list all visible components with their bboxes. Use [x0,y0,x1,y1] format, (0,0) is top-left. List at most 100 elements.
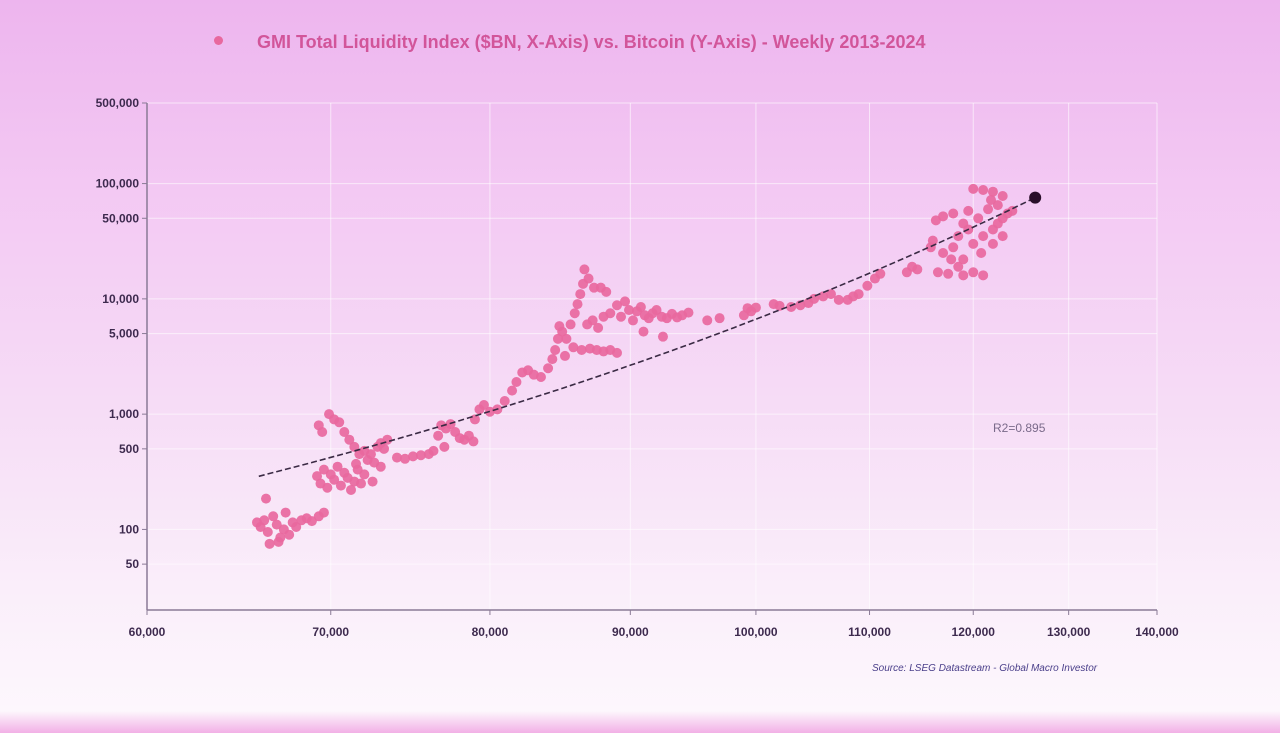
data-point [559,350,570,361]
data-point [569,308,580,319]
data-point [428,445,439,456]
x-tick-label: 100,000 [734,625,778,639]
data-point [339,426,350,437]
data-point [973,213,984,224]
data-point [280,507,291,518]
y-tick-label: 5,000 [109,327,139,341]
data-point [968,238,979,249]
data-point [983,204,994,215]
data-point [958,270,969,281]
data-point [356,478,367,489]
y-tick-label: 100,000 [96,177,140,191]
x-tick-label: 70,000 [312,625,349,639]
data-point [912,264,923,275]
data-point [927,235,938,246]
data-point [635,301,646,312]
x-tick-label: 120,000 [952,625,996,639]
data-point [262,526,273,537]
data-point [683,307,694,318]
y-tick-label: 500,000 [96,96,140,110]
x-tick-label: 140,000 [1135,625,1179,639]
data-point [344,434,355,445]
data-point [657,331,668,342]
data-point [853,289,864,300]
data-point [948,208,959,219]
data-point [987,238,998,249]
data-point [750,302,761,313]
axes: 60,000 70,000 80,000 90,000 100,000 110,000 12… [96,96,1179,639]
data-point [552,333,563,344]
data-point [557,326,568,337]
data-point [535,371,546,382]
data-point [543,363,554,374]
data-point [322,482,333,493]
data-point [415,450,426,461]
data-point [375,461,386,472]
x-tick-label: 110,000 [848,625,891,639]
data-point [439,441,450,452]
data-point [346,484,357,495]
y-tick-label: 10,000 [102,292,139,306]
data-point [938,211,949,222]
data-point [958,254,969,265]
data-point [407,451,418,462]
trendline-group [258,191,1042,478]
data-point [391,452,402,463]
data-point [833,294,844,305]
data-point [550,345,561,356]
data-point [576,345,587,356]
data-point [825,289,836,300]
data-point [568,342,579,353]
x-tick-label: 80,000 [472,625,509,639]
data-point [583,273,594,284]
data-point [379,443,390,454]
data-point [953,231,964,242]
data-point [400,453,411,464]
data-point [620,296,631,307]
data-point [273,536,284,547]
data-point [818,291,829,302]
data-point [332,461,343,472]
data-point [714,313,725,324]
data-point [968,183,979,194]
data-point [958,218,969,229]
data-point [468,436,479,447]
data-point [291,521,302,532]
data-point [575,289,586,300]
data-point [612,300,623,311]
y-tick-label: 500 [119,442,139,456]
data-point [987,186,998,197]
data-point [946,254,957,265]
data-point [268,511,279,522]
y-tick-label: 100 [119,522,139,536]
data-point [953,261,964,272]
grid [147,102,1158,610]
data-point [317,426,328,437]
data-point [312,471,323,482]
latest-data-point [1029,191,1042,204]
data-point [507,385,518,396]
data-point [469,414,480,425]
data-point [601,286,612,297]
data-point [938,247,949,258]
trendline [258,196,1036,478]
x-tick-label: 90,000 [612,625,649,639]
data-point [985,195,996,206]
data-point [284,529,295,540]
data-point [616,311,627,322]
data-point [572,299,583,310]
data-point [992,200,1003,211]
data-point [565,319,576,330]
chart-title-text: GMI Total Liquidity Index ($BN, X-Axis) … [257,32,926,52]
data-point [547,354,558,365]
data-points [251,183,1018,549]
data-point [261,493,272,504]
data-point [978,231,989,242]
data-point [359,445,370,456]
data-point [511,377,522,388]
data-point [593,322,604,333]
y-tick-label: 1,000 [109,407,139,421]
data-point [638,326,649,337]
data-point [612,347,623,358]
source-note: Source: LSEG Datastream - Global Macro I… [872,663,1098,674]
